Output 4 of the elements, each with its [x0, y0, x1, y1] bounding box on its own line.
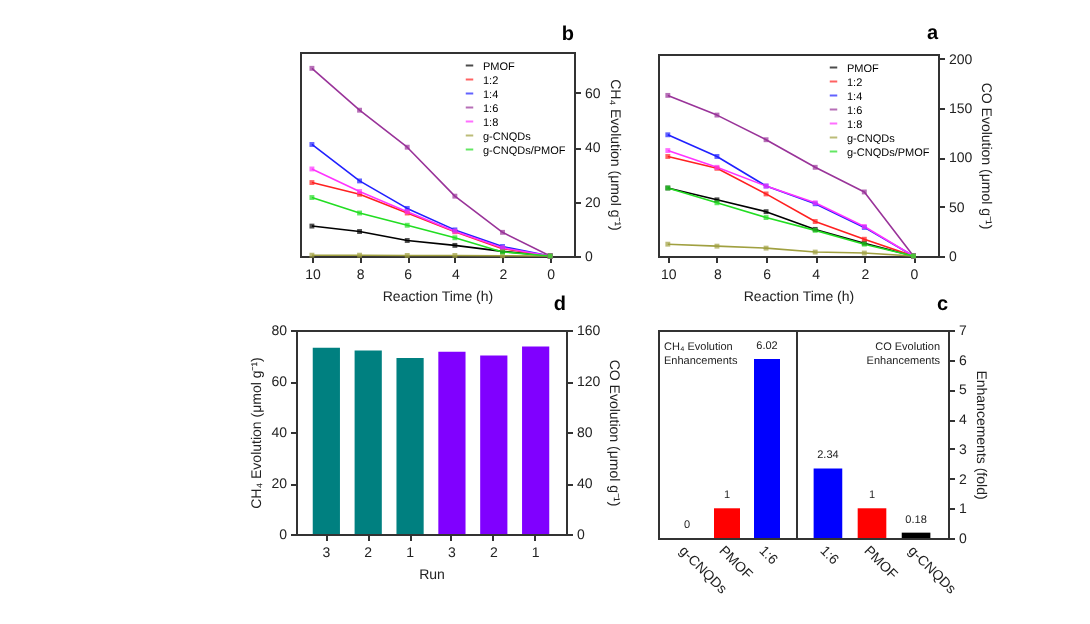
- chart-title: d: [553, 294, 566, 316]
- chart-title: b: [561, 24, 574, 46]
- chart-title: c: [936, 294, 949, 316]
- chart-title: a: [926, 22, 939, 45]
